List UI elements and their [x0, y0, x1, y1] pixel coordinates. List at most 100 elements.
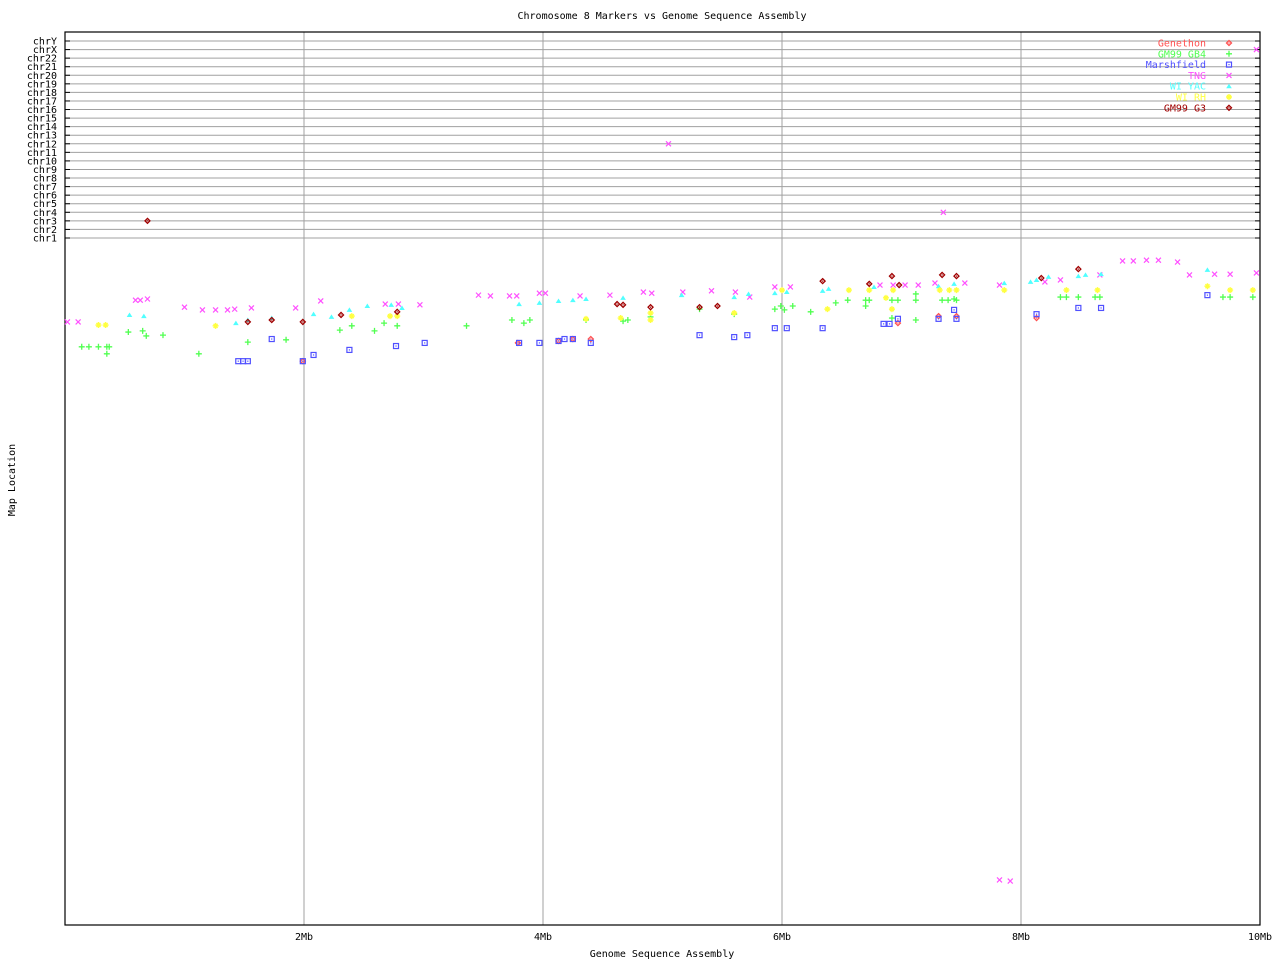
legend-marker-wi-rh: [1226, 94, 1232, 100]
y-tick-label: chr15: [27, 114, 57, 125]
point-genethon: [587, 335, 595, 343]
y-tick-label: chr16: [27, 105, 57, 116]
point-gm99-gb4: [195, 350, 202, 357]
point-wi-yac: [825, 286, 832, 291]
point-marshfield: [421, 339, 428, 347]
point-tng: [902, 282, 909, 288]
point-wi-yac: [310, 311, 317, 317]
point-gm99-gb4: [78, 343, 85, 350]
point-wi-yac: [555, 298, 562, 303]
point-tng: [732, 289, 739, 295]
y-tick-label: chr11: [27, 148, 57, 159]
point-wi-rh: [617, 315, 624, 322]
x-tick-label: 6Mb: [773, 932, 791, 943]
point-gm99-g3: [299, 318, 307, 326]
point-wi-rh: [348, 313, 355, 320]
series-gm99-g3: [144, 217, 1082, 326]
y-tick-label: chr13: [27, 131, 57, 142]
point-tng: [536, 290, 543, 297]
point-tng: [961, 280, 968, 287]
point-wi-yac: [1027, 279, 1034, 284]
point-wi-yac: [1098, 271, 1104, 277]
point-gm99-g3: [1074, 265, 1082, 273]
x-axis-label: Genome Sequence Assembly: [590, 949, 735, 960]
legend-label-gm99-gb4: GM99 GB4: [1158, 49, 1206, 60]
y-tick-label: chr14: [27, 122, 57, 133]
point-tng: [1143, 257, 1150, 264]
point-gm99-gb4: [844, 297, 851, 304]
point-gm99-g3: [268, 316, 276, 324]
y-tick-label: chr12: [27, 139, 57, 150]
point-gm99-gb4: [866, 297, 873, 304]
point-wi-yac: [1001, 280, 1008, 286]
point-gm99-gb4: [1096, 294, 1103, 301]
plot-frame: [64, 31, 1261, 926]
point-gm99-gb4: [888, 297, 895, 304]
point-gm99-gb4: [912, 297, 919, 304]
point-wi-rh: [936, 287, 943, 294]
point-gm99-gb4: [1057, 294, 1064, 301]
point-wi-yac: [871, 284, 877, 289]
point-wi-rh: [731, 310, 738, 316]
point-marshfield: [1097, 304, 1105, 312]
point-tng: [144, 296, 151, 302]
point-wi-yac: [570, 297, 576, 303]
y-tick-label: chr9: [33, 165, 57, 176]
series-wi-yac: [126, 267, 1211, 326]
series-genethon: [299, 312, 1040, 365]
grid: [65, 32, 1260, 925]
y-tick-label: chr17: [27, 96, 57, 107]
point-wi-rh: [394, 313, 401, 320]
point-tng: [1130, 258, 1137, 264]
point-marshfield: [244, 358, 251, 365]
legend-marker-tng: [1226, 72, 1232, 79]
point-wi-rh: [845, 287, 852, 294]
point-tng: [915, 282, 922, 288]
point-wi-rh: [824, 306, 831, 313]
point-gm99-gb4: [953, 297, 960, 304]
point-wi-rh: [882, 294, 889, 301]
point-gm99-gb4: [106, 343, 113, 350]
point-tng: [137, 297, 144, 304]
point-tng: [487, 292, 494, 299]
point-gm99-gb4: [1227, 294, 1234, 301]
series-wi-rh: [95, 283, 1256, 329]
legend-label-wi-rh: WI RH: [1176, 93, 1206, 104]
point-gm99-gb4: [463, 322, 470, 329]
point-wi-rh: [946, 287, 953, 294]
series-gm99-gb4: [78, 290, 1256, 357]
point-gm99-gb4: [394, 322, 401, 329]
y-tick-label: chrY: [33, 37, 57, 48]
point-marshfield: [935, 315, 942, 322]
point-tng: [132, 297, 139, 304]
series-tng: [64, 46, 1260, 885]
point-gm99-gb4: [348, 322, 355, 329]
point-gm99-gb4: [1249, 294, 1256, 301]
point-wi-yac: [346, 307, 353, 312]
point-wi-yac: [1204, 267, 1211, 272]
point-wi-rh: [95, 322, 102, 329]
point-marshfield: [561, 335, 568, 343]
point-gm99-g3: [337, 311, 345, 319]
point-marshfield: [299, 358, 306, 365]
point-tng: [475, 292, 482, 299]
point-gm99-g3: [393, 308, 401, 316]
point-tng: [1227, 271, 1234, 278]
point-tng: [1155, 257, 1162, 264]
legend-label-tng: TNG: [1188, 71, 1206, 82]
point-tng: [513, 292, 520, 299]
point-genethon: [894, 319, 902, 327]
point-tng: [877, 282, 883, 288]
point-tng: [932, 280, 938, 287]
y-tick-label: chr20: [27, 71, 57, 82]
y-tick-label: chr19: [27, 79, 57, 90]
point-gm99-gb4: [912, 316, 919, 323]
point-wi-yac: [536, 300, 543, 305]
x-tick-label: 2Mb: [295, 932, 313, 943]
point-marshfield: [310, 351, 317, 359]
point-marshfield: [731, 333, 738, 341]
series-marshfield: [235, 292, 1211, 365]
point-tng: [1186, 271, 1193, 278]
point-gm99-gb4: [807, 308, 814, 315]
point-gm99-gb4: [526, 316, 533, 323]
